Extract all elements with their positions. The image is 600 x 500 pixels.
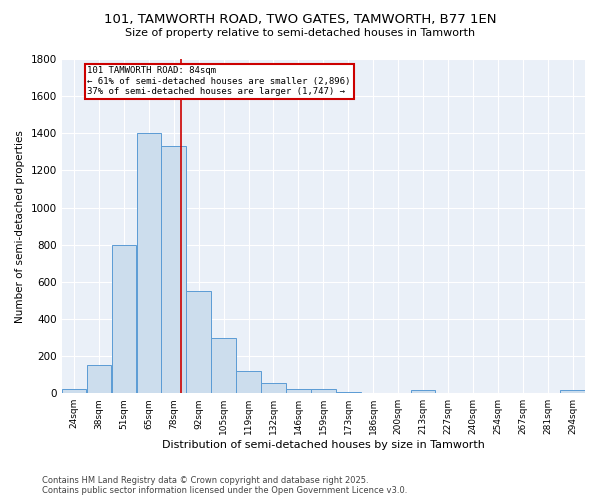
Bar — [187, 291, 211, 393]
Bar — [112, 244, 136, 393]
Y-axis label: Number of semi-detached properties: Number of semi-detached properties — [15, 130, 25, 322]
Bar — [137, 134, 161, 393]
Bar — [336, 392, 361, 393]
Text: Size of property relative to semi-detached houses in Tamworth: Size of property relative to semi-detach… — [125, 28, 475, 38]
Bar — [62, 390, 86, 393]
Text: 101, TAMWORTH ROAD, TWO GATES, TAMWORTH, B77 1EN: 101, TAMWORTH ROAD, TWO GATES, TAMWORTH,… — [104, 12, 496, 26]
Text: 101 TAMWORTH ROAD: 84sqm
← 61% of semi-detached houses are smaller (2,896)
37% o: 101 TAMWORTH ROAD: 84sqm ← 61% of semi-d… — [88, 66, 351, 96]
Bar — [560, 390, 585, 393]
Bar — [286, 388, 311, 393]
Bar — [211, 338, 236, 393]
Bar — [261, 383, 286, 393]
Text: Contains HM Land Registry data © Crown copyright and database right 2025.
Contai: Contains HM Land Registry data © Crown c… — [42, 476, 407, 495]
Bar — [87, 366, 112, 393]
X-axis label: Distribution of semi-detached houses by size in Tamworth: Distribution of semi-detached houses by … — [162, 440, 485, 450]
Bar — [410, 390, 436, 393]
Bar — [236, 371, 261, 393]
Bar — [311, 388, 335, 393]
Bar — [161, 146, 186, 393]
